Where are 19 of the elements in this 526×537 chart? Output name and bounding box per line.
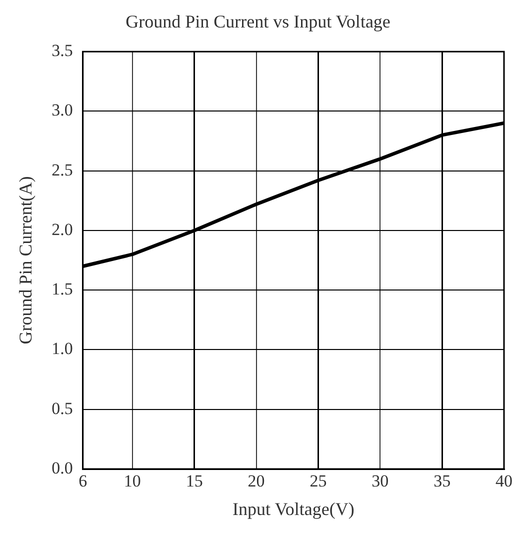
x-tick-label: 6 bbox=[78, 472, 88, 491]
x-tick-label: 40 bbox=[496, 472, 512, 491]
x-tick-label: 15 bbox=[186, 472, 203, 491]
x-axis-title: Input Voltage(V) bbox=[232, 498, 354, 519]
y-tick-label: 3.0 bbox=[52, 100, 73, 120]
y-tick-label: 2.5 bbox=[52, 160, 73, 180]
y-tick-label: 2.0 bbox=[52, 220, 73, 239]
x-tick-label: 30 bbox=[372, 472, 389, 491]
x-tick-label: 10 bbox=[124, 472, 141, 491]
y-tick-label: 0.0 bbox=[52, 458, 73, 478]
y-tick-label: 1.5 bbox=[52, 280, 73, 299]
y-tick-label: 1.0 bbox=[52, 339, 73, 358]
x-tick-label: 20 bbox=[248, 472, 265, 491]
x-tick-label: 25 bbox=[310, 472, 327, 491]
y-tick-label: 3.5 bbox=[52, 41, 73, 60]
y-tick-label: 0.5 bbox=[52, 398, 73, 418]
y-axis-title: Ground Pin Current(A) bbox=[16, 176, 36, 344]
chart-title: Ground Pin Current vs Input Voltage bbox=[126, 12, 390, 32]
x-tick-label: 35 bbox=[434, 472, 451, 491]
